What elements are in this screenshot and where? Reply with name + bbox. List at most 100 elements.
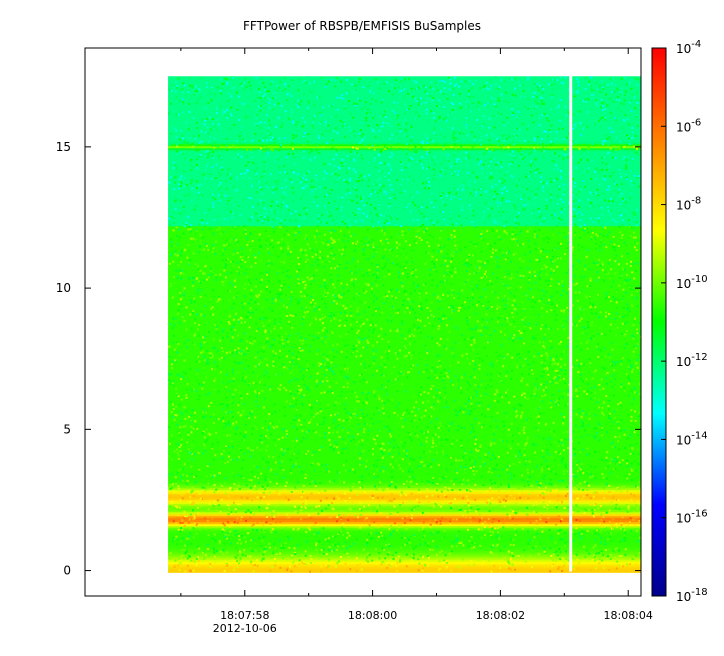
noise-pixel (594, 450, 597, 453)
noise-pixel (620, 110, 623, 113)
noise-pixel (486, 260, 489, 263)
noise-pixel (465, 525, 468, 528)
noise-pixel (360, 509, 363, 512)
noise-pixel (242, 212, 245, 215)
noise-pixel (171, 296, 174, 299)
spectrogram-row (168, 562, 641, 565)
noise-pixel (572, 178, 574, 181)
noise-pixel (340, 77, 343, 80)
noise-pixel (513, 307, 516, 310)
noise-pixel (576, 558, 579, 561)
noise-pixel (510, 568, 512, 571)
noise-pixel (456, 327, 459, 330)
noise-pixel (535, 394, 538, 397)
noise-pixel (443, 396, 446, 399)
noise-pixel (246, 155, 249, 158)
noise-pixel (322, 106, 325, 109)
noise-pixel (319, 112, 321, 114)
noise-pixel (358, 313, 361, 316)
noise-pixel (561, 500, 563, 503)
noise-pixel (236, 252, 239, 254)
spectrogram-row (168, 308, 641, 311)
noise-pixel (575, 122, 578, 125)
noise-pixel (572, 539, 575, 542)
noise-pixel (190, 491, 193, 494)
noise-pixel (432, 329, 435, 332)
noise-pixel (543, 141, 545, 144)
noise-pixel (571, 249, 574, 252)
spectrogram-row (168, 212, 641, 215)
noise-pixel (348, 272, 351, 275)
noise-pixel (409, 307, 412, 310)
noise-pixel (505, 298, 508, 301)
noise-pixel (296, 486, 299, 489)
noise-pixel (406, 376, 409, 379)
noise-pixel (218, 184, 221, 186)
noise-pixel (186, 346, 189, 349)
noise-pixel (353, 130, 356, 133)
noise-pixel (473, 462, 476, 465)
noise-pixel (446, 338, 449, 341)
noise-pixel (330, 361, 333, 364)
noise-pixel (598, 450, 601, 453)
noise-pixel (610, 268, 613, 271)
noise-pixel (248, 450, 251, 453)
noise-pixel (546, 354, 549, 357)
noise-pixel (430, 415, 433, 418)
noise-pixel (186, 256, 189, 259)
noise-pixel (497, 143, 500, 146)
noise-pixel (343, 551, 346, 554)
noise-pixel (626, 459, 628, 462)
noise-pixel (192, 276, 195, 279)
noise-pixel (405, 494, 408, 497)
noise-pixel (504, 160, 507, 163)
noise-pixel (231, 402, 234, 405)
noise-pixel (590, 531, 593, 534)
noise-pixel (543, 152, 546, 155)
noise-pixel (439, 396, 442, 399)
noise-pixel (274, 505, 277, 508)
noise-pixel (490, 482, 493, 485)
noise-pixel (175, 345, 178, 348)
noise-pixel (524, 296, 527, 299)
noise-pixel (447, 113, 450, 116)
noise-pixel (306, 221, 308, 223)
noise-pixel (512, 463, 515, 465)
noise-pixel (601, 101, 604, 104)
noise-pixel (470, 85, 472, 88)
noise-pixel (445, 443, 447, 446)
noise-pixel (487, 163, 490, 166)
spectrogram-row (168, 222, 641, 225)
noise-pixel (534, 380, 537, 383)
spectrogram-row (168, 184, 641, 187)
spectrogram-row (168, 438, 641, 441)
noise-pixel (249, 449, 252, 451)
noise-pixel (398, 236, 401, 239)
noise-pixel (559, 379, 562, 382)
noise-pixel (594, 437, 597, 440)
noise-pixel (310, 193, 313, 196)
noise-pixel (266, 285, 269, 288)
noise-pixel (212, 156, 215, 159)
spectrogram-row (168, 140, 641, 143)
noise-pixel (420, 416, 423, 419)
spectrogram-row (168, 500, 641, 503)
noise-pixel (327, 565, 329, 568)
noise-pixel (232, 393, 235, 396)
noise-pixel (515, 502, 518, 505)
noise-pixel (169, 400, 172, 403)
noise-pixel (599, 505, 602, 507)
noise-pixel (520, 102, 523, 105)
noise-pixel (538, 257, 541, 260)
noise-pixel (434, 453, 437, 456)
noise-pixel (196, 522, 198, 525)
noise-pixel (541, 248, 544, 251)
spectrogram-row (168, 294, 641, 297)
noise-pixel (490, 536, 493, 538)
noise-pixel (407, 98, 410, 101)
noise-pixel (371, 344, 374, 347)
noise-pixel (608, 414, 611, 417)
noise-pixel (552, 489, 554, 492)
spectrogram-row (168, 432, 641, 435)
noise-pixel (505, 252, 508, 255)
